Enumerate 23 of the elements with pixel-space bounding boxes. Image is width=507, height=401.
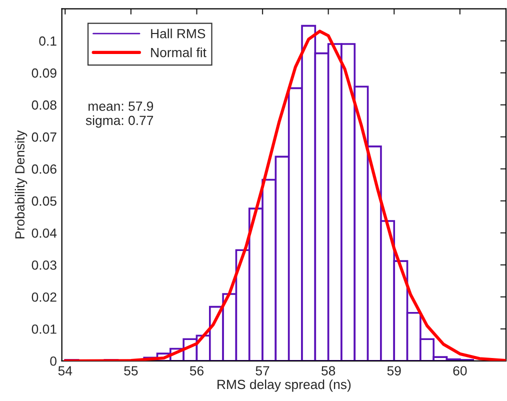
y-tick-label: 0.04: [32, 228, 57, 238]
x-tick-label: 54: [58, 366, 72, 376]
y-tick-label: 0.01: [32, 324, 56, 334]
x-tick-label: 57: [256, 366, 270, 376]
x-axis-title: RMS delay spread (ns): [218, 379, 351, 392]
y-tick-label: 0: [50, 356, 56, 366]
annotation: mean: 57.9 sigma: 0.77: [86, 102, 154, 128]
x-tick-label: 55: [124, 366, 138, 376]
legend-label: Hall RMS: [151, 28, 206, 38]
y-tick-label: 0.09: [32, 68, 56, 78]
x-tick-label: 56: [190, 366, 204, 376]
x-tick-label: 59: [387, 366, 401, 376]
y-tick-label: 0.1: [39, 36, 56, 46]
y-tick-label: 0.02: [32, 292, 56, 302]
y-tick-label: 0.03: [32, 260, 56, 270]
y-axis-title: Probability Density: [14, 130, 28, 238]
y-tick-label: 0.05: [32, 196, 56, 206]
y-tick-label: 0.07: [32, 132, 56, 142]
y-tick-label: 0.08: [32, 100, 56, 110]
y-tick-label: 0.06: [32, 164, 56, 174]
x-tick-label: 58: [322, 366, 336, 376]
x-tick-label: 60: [453, 366, 467, 376]
legend-label: Normal fit: [151, 48, 206, 58]
